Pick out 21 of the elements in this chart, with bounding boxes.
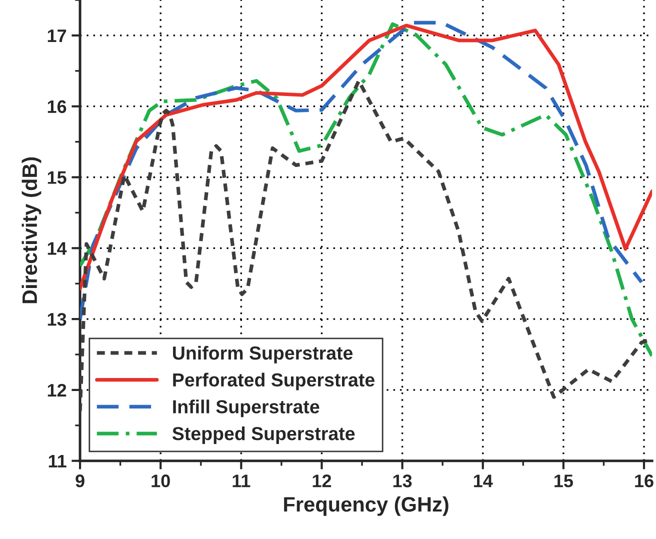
y-tick-label: 12 <box>48 384 66 396</box>
legend-label: Uniform Superstrate <box>173 346 353 364</box>
x-tick-label: 16 <box>635 474 654 488</box>
legend-label: Infill Superstrate <box>173 400 320 418</box>
x-tick-label: 10 <box>152 474 170 488</box>
y-tick-label: 17 <box>48 30 66 42</box>
x-tick-label: 9 <box>76 474 84 488</box>
y-tick-label: 16 <box>48 100 66 114</box>
x-axis-title: Frequency (GHz) <box>284 496 448 516</box>
x-tick-label: 14 <box>474 474 493 488</box>
y-tick-label: 14 <box>48 242 67 255</box>
x-tick-label: 11 <box>232 474 250 488</box>
legend-label: Perforated Superstrate <box>173 372 374 390</box>
x-tick-label: 13 <box>393 474 412 488</box>
x-tick-label: 12 <box>312 474 332 488</box>
y-tick-label: 13 <box>48 312 66 326</box>
y-tick-label: 15 <box>48 171 66 184</box>
y-tick-label: 11 <box>48 454 66 468</box>
x-tick-label: 15 <box>554 474 573 488</box>
y-axis-title: Directivity (dB) <box>22 157 42 304</box>
legend-label: Stepped Superstrate <box>172 426 355 444</box>
